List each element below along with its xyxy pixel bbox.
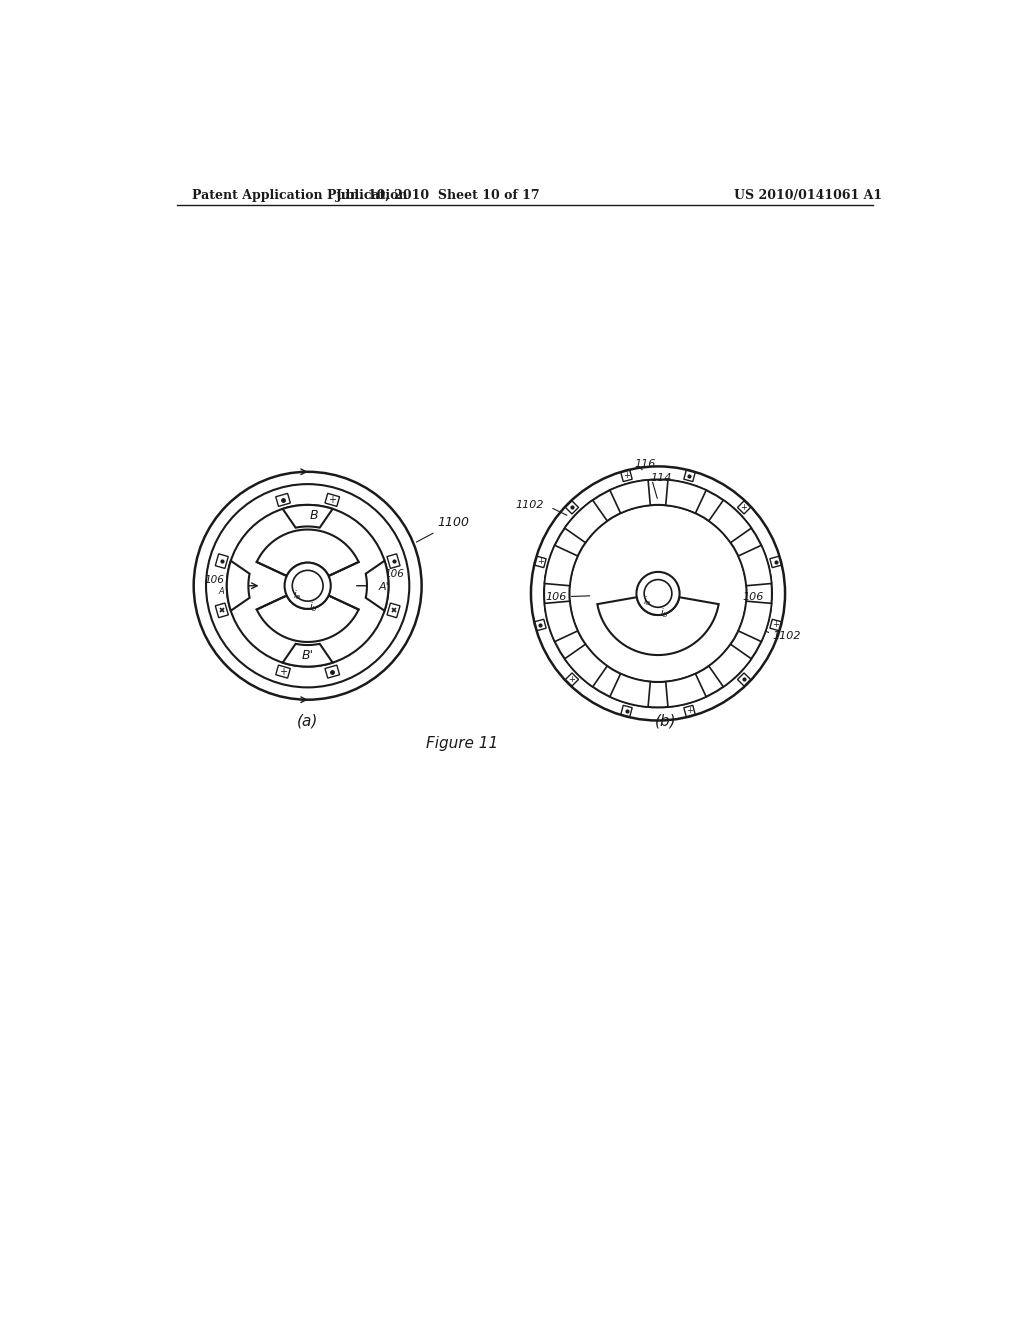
Polygon shape (564, 500, 607, 543)
Polygon shape (770, 619, 781, 631)
Circle shape (206, 484, 410, 688)
Circle shape (226, 504, 388, 667)
Polygon shape (545, 601, 578, 642)
Text: +: + (740, 503, 748, 512)
Polygon shape (283, 644, 333, 667)
Polygon shape (565, 673, 579, 686)
Text: 116: 116 (635, 459, 656, 469)
Text: 106: 106 (546, 593, 567, 602)
Polygon shape (545, 545, 578, 586)
Polygon shape (366, 561, 388, 611)
Text: A: A (219, 586, 224, 595)
Polygon shape (610, 673, 650, 708)
Text: +: + (280, 667, 287, 677)
Polygon shape (737, 500, 751, 513)
Text: B': B' (302, 648, 313, 661)
Text: (a): (a) (297, 713, 318, 729)
Text: +: + (623, 471, 630, 480)
Text: Jun. 10, 2010  Sheet 10 of 17: Jun. 10, 2010 Sheet 10 of 17 (336, 189, 541, 202)
Polygon shape (257, 529, 358, 576)
Circle shape (194, 471, 422, 700)
Circle shape (569, 506, 746, 682)
Polygon shape (387, 554, 400, 569)
Polygon shape (275, 494, 291, 507)
Text: A': A' (379, 582, 389, 593)
Polygon shape (738, 545, 771, 586)
Polygon shape (738, 601, 771, 642)
Text: 106: 106 (742, 593, 764, 602)
Text: +: + (568, 675, 575, 684)
Polygon shape (770, 556, 781, 568)
Polygon shape (325, 494, 340, 507)
Polygon shape (666, 673, 707, 708)
Text: Patent Application Publication: Patent Application Publication (193, 189, 408, 202)
Polygon shape (387, 603, 400, 618)
Text: 1102: 1102 (772, 631, 801, 640)
Polygon shape (621, 705, 632, 717)
Polygon shape (709, 500, 752, 543)
Polygon shape (737, 673, 751, 686)
Polygon shape (666, 480, 707, 513)
Polygon shape (709, 644, 752, 686)
Polygon shape (684, 470, 695, 482)
Polygon shape (610, 480, 650, 513)
Polygon shape (684, 705, 695, 717)
Text: (b): (b) (655, 713, 677, 729)
Polygon shape (215, 554, 228, 569)
Text: 1100: 1100 (417, 516, 469, 543)
Text: +: + (537, 557, 544, 566)
Text: $i_b$: $i_b$ (659, 606, 669, 619)
Text: US 2010/0141061 A1: US 2010/0141061 A1 (734, 189, 883, 202)
Circle shape (531, 466, 785, 721)
Text: Figure 11: Figure 11 (426, 737, 498, 751)
Text: $i_a$: $i_a$ (643, 594, 651, 609)
Polygon shape (565, 500, 579, 513)
Text: 106: 106 (385, 569, 404, 579)
Text: +: + (329, 495, 336, 504)
Text: $i_a$: $i_a$ (293, 589, 301, 602)
Text: +: + (686, 706, 693, 715)
Polygon shape (564, 644, 607, 686)
Polygon shape (257, 595, 358, 642)
Circle shape (544, 479, 772, 708)
Text: +: + (772, 620, 779, 630)
Polygon shape (227, 561, 250, 611)
Text: 114: 114 (650, 473, 672, 483)
Polygon shape (535, 556, 546, 568)
Polygon shape (621, 470, 632, 482)
Polygon shape (535, 619, 546, 631)
Circle shape (637, 572, 680, 615)
Polygon shape (283, 506, 333, 528)
Circle shape (644, 579, 672, 607)
Polygon shape (275, 665, 291, 678)
Polygon shape (215, 603, 228, 618)
Polygon shape (325, 665, 340, 678)
Polygon shape (597, 597, 719, 655)
Text: B: B (309, 510, 318, 523)
Text: 106: 106 (205, 574, 224, 585)
Circle shape (285, 562, 331, 609)
Text: $i_b$: $i_b$ (309, 601, 318, 614)
Circle shape (292, 570, 323, 601)
Text: 1102: 1102 (515, 500, 544, 510)
